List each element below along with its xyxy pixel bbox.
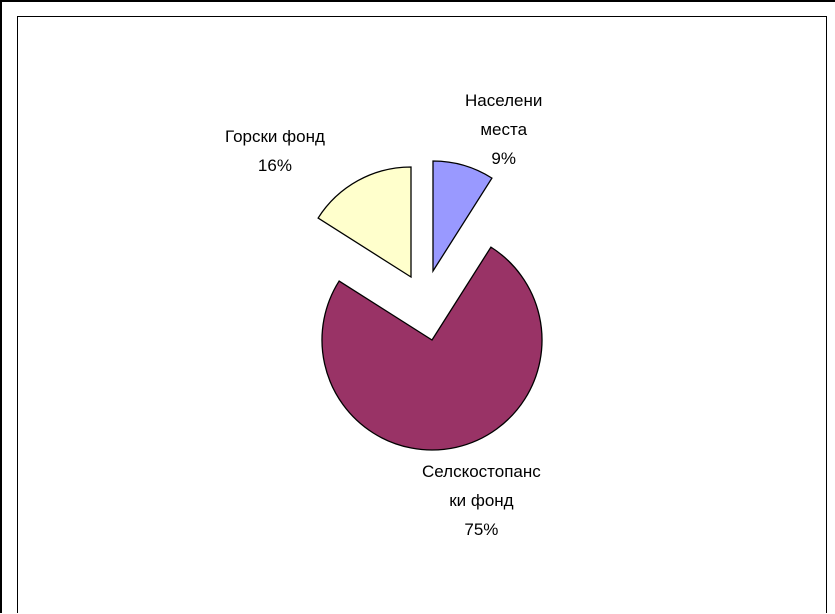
slice-label-line-1: Населени [465, 91, 543, 110]
slice-label-line-1: Селскостопанс [422, 462, 541, 481]
pie-chart [317, 160, 543, 451]
slice-label-line-2: ки фонд [449, 491, 514, 510]
slice-percent: 9% [491, 149, 516, 168]
slice-label-gorski-fond: Горски фонд 16% [225, 122, 325, 180]
slice-label-line-1: Горски фонд [225, 127, 325, 146]
slice-label-selskostopanski-fond: Селскостопанс ки фонд 75% [422, 457, 541, 544]
chart-area: Населени места 9% Селскостопанс ки фонд … [17, 16, 827, 613]
slice-percent: 75% [464, 520, 499, 539]
slice-percent: 16% [257, 156, 292, 175]
slice-label-naseleni-mesta: Населени места 9% [465, 86, 542, 173]
pie-slice [432, 160, 493, 274]
pie-slice [321, 246, 543, 451]
slice-label-line-2: места [480, 120, 528, 139]
pie-slice [317, 166, 412, 279]
